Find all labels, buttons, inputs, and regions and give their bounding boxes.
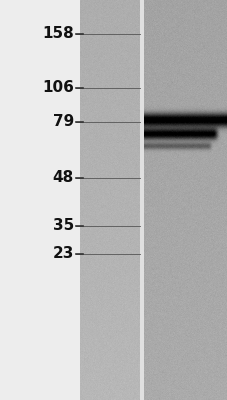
Text: 79: 79	[52, 114, 74, 130]
Text: 106: 106	[42, 80, 74, 96]
Text: 48: 48	[52, 170, 74, 186]
Text: 158: 158	[42, 26, 74, 42]
Text: 35: 35	[52, 218, 74, 234]
Text: 23: 23	[52, 246, 74, 262]
